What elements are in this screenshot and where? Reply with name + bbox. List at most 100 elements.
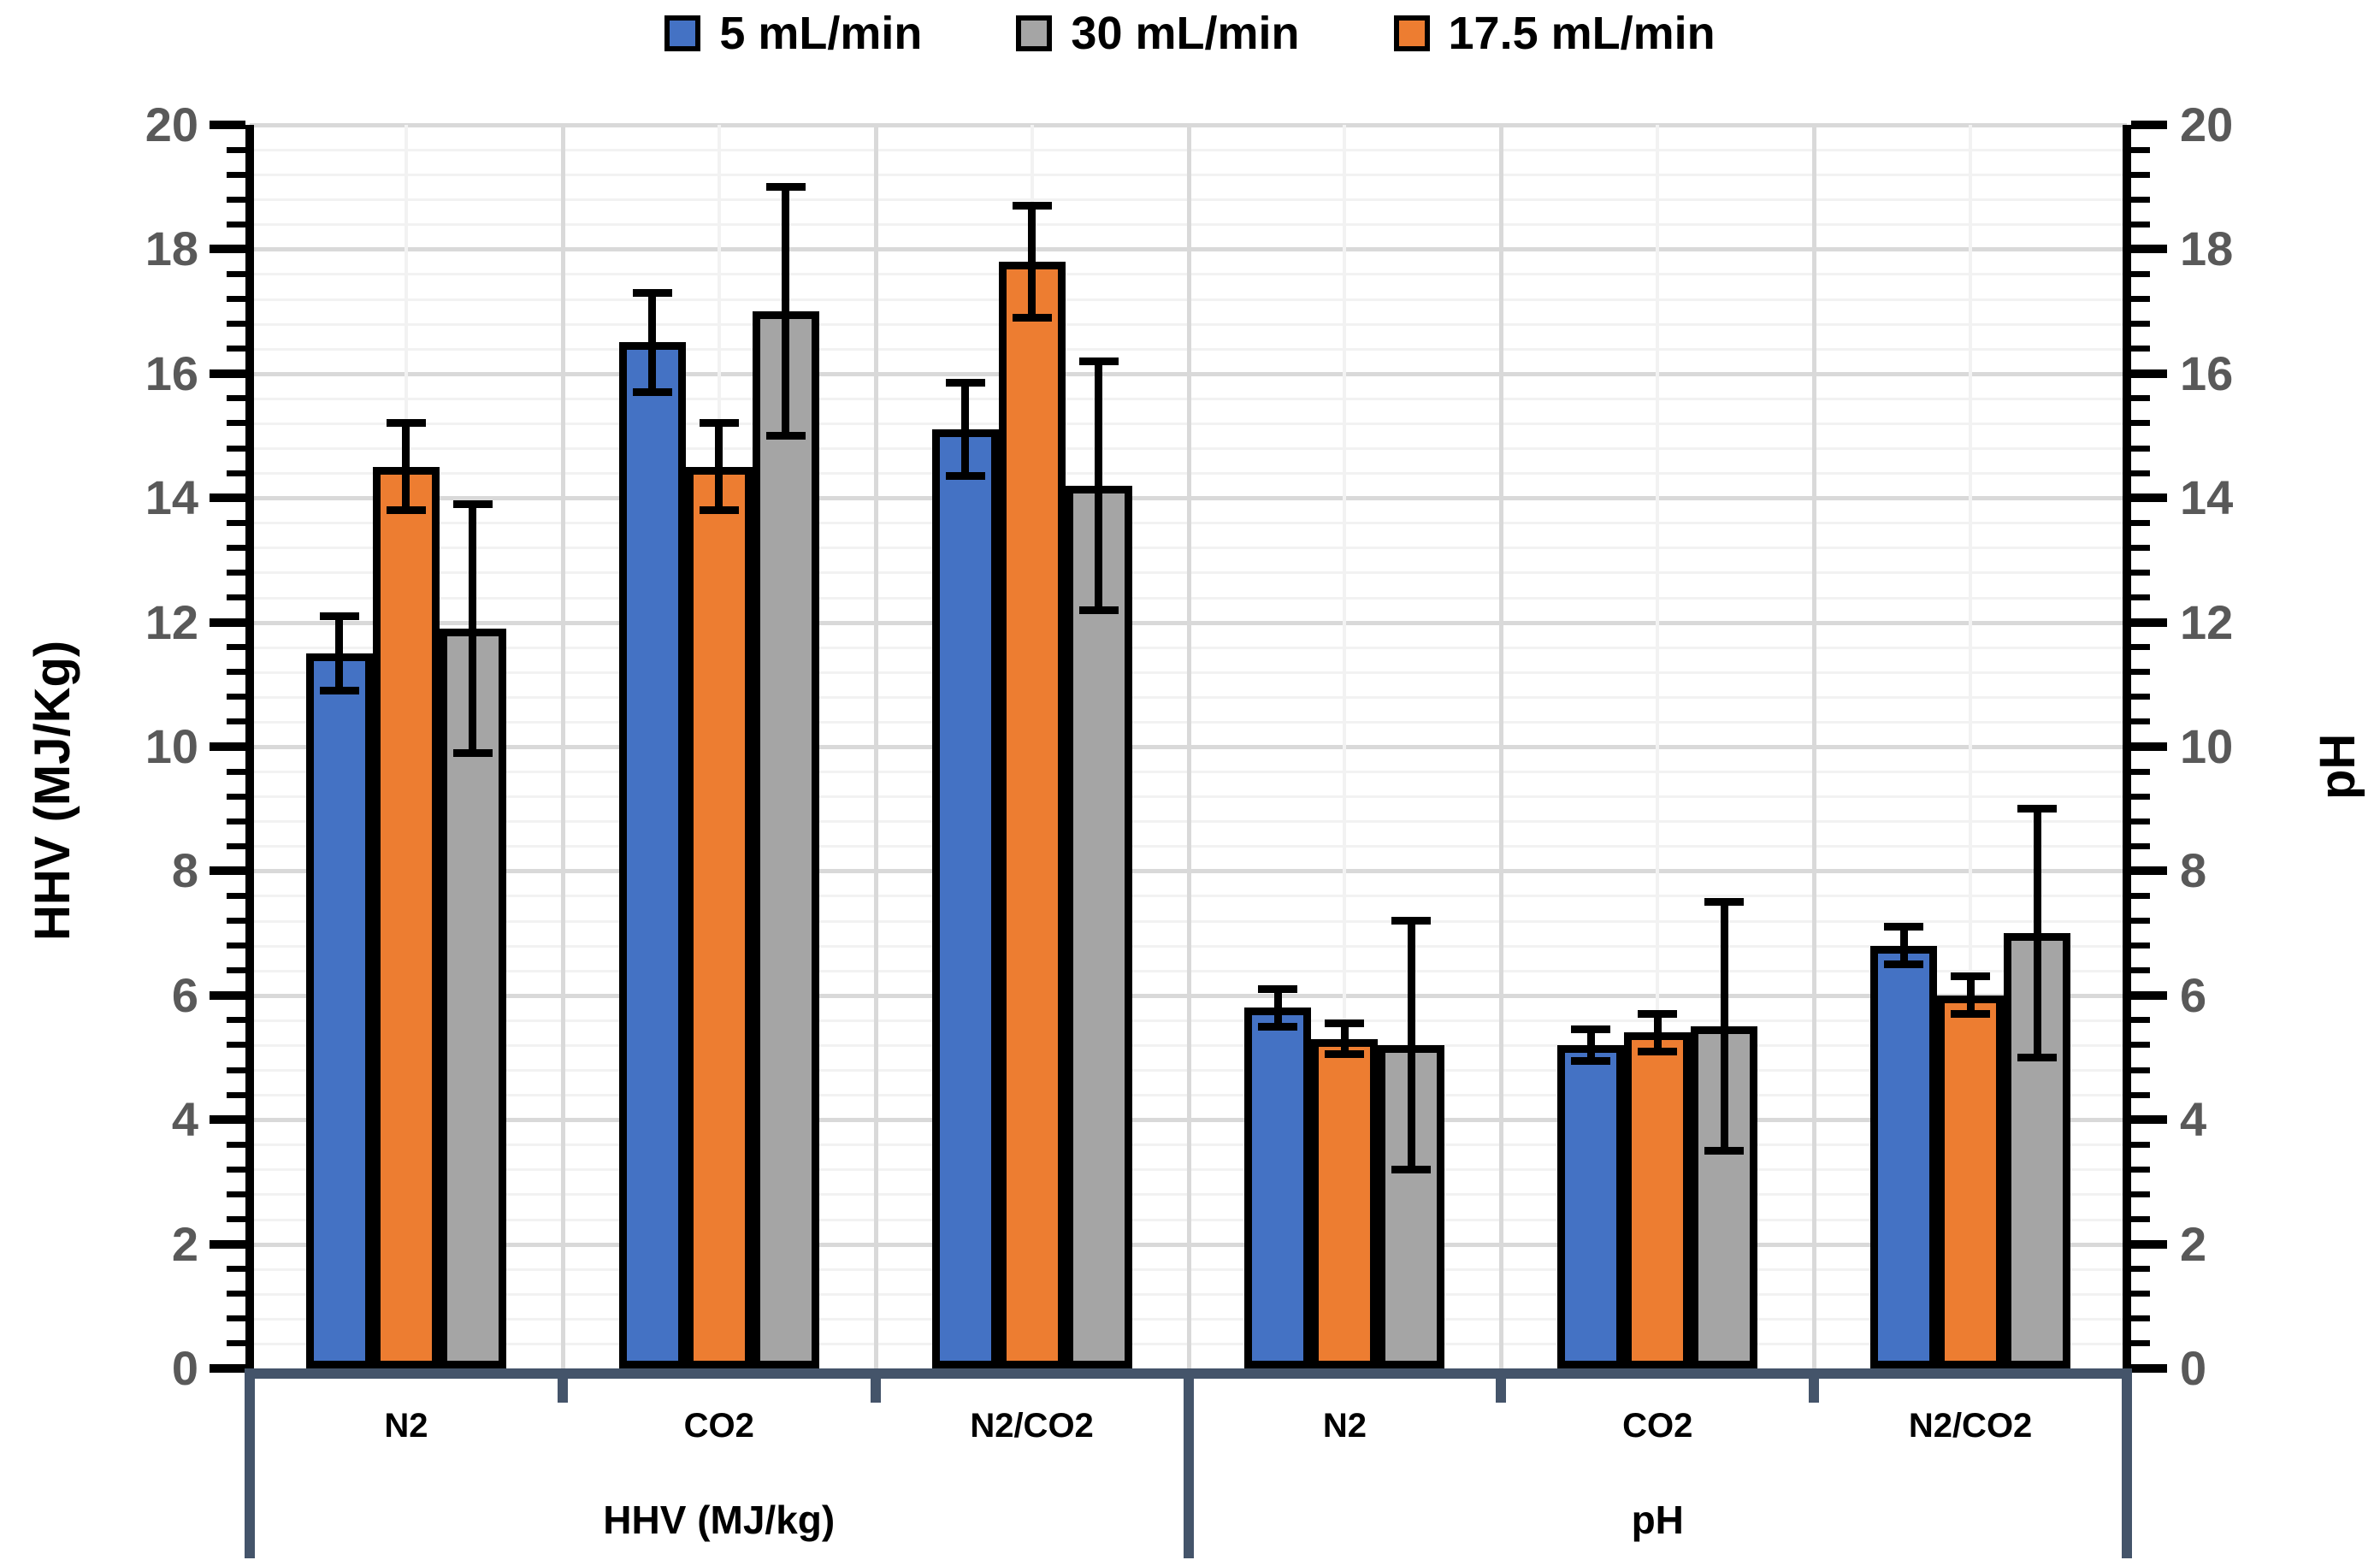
left-axis-tick — [227, 694, 245, 700]
right-axis-tick — [2131, 1291, 2150, 1297]
legend-swatch-orange — [1393, 15, 1430, 51]
error-bar-line — [1899, 926, 1908, 965]
category-label: CO2 — [683, 1407, 754, 1445]
right-axis-tick — [2131, 1340, 2150, 1347]
left-axis-tick-label: 0 — [171, 1341, 198, 1395]
left-axis-tick-label: 14 — [145, 470, 198, 525]
gridline-v-major — [1186, 125, 1191, 1368]
right-axis-tick — [2131, 321, 2150, 328]
right-axis-tick — [2131, 1364, 2167, 1373]
right-axis-tick — [2131, 171, 2150, 178]
right-axis-tick-label: 12 — [2180, 594, 2234, 649]
left-axis-tick-label: 10 — [145, 719, 198, 773]
bar-5mLmin-CO2 — [618, 342, 686, 1368]
left-axis-tick — [210, 866, 245, 876]
left-axis-tick — [227, 1042, 245, 1049]
right-axis-tick — [2131, 1067, 2150, 1073]
gridline-v-major — [873, 125, 878, 1368]
category-group-separator — [2122, 1379, 2132, 1558]
left-axis-tick — [210, 742, 245, 751]
left-axis-tick — [210, 245, 245, 254]
right-axis-tick — [2131, 742, 2167, 751]
left-axis-tick — [227, 196, 245, 203]
error-bar-cap-bottom — [945, 472, 985, 481]
bar-30mLmin-N2CO2 — [1065, 485, 1132, 1368]
right-axis-tick — [2131, 1042, 2150, 1049]
left-axis-tick — [227, 544, 245, 551]
right-axis-tick — [2131, 842, 2150, 849]
right-axis-tick — [2131, 1315, 2150, 1322]
left-axis-tick — [227, 470, 245, 476]
category-label: N2 — [384, 1407, 428, 1445]
bar-175mLmin-N2 — [1311, 1038, 1379, 1368]
error-bar-line — [1966, 976, 1975, 1014]
gridline-v-minor — [1343, 125, 1347, 1368]
error-bar-cap-top — [452, 499, 493, 508]
left-axis-tick — [210, 990, 245, 1000]
left-axis-tick — [227, 321, 245, 328]
left-axis-tick — [227, 346, 245, 352]
error-bar-cap-top — [699, 419, 739, 428]
gridline-v-minor — [1969, 125, 1973, 1368]
legend-item-30ml: 30 mL/min — [1016, 7, 1300, 60]
left-axis-tick-label: 6 — [171, 967, 198, 1022]
error-bar-line — [469, 504, 477, 753]
right-axis-tick — [2131, 793, 2150, 800]
gridline-v-major — [560, 125, 565, 1368]
error-bar-cap-bottom — [632, 388, 672, 397]
error-bar-line — [335, 616, 344, 691]
category-label: N2/CO2 — [970, 1407, 1094, 1445]
category-label: CO2 — [1622, 1407, 1693, 1445]
gridline-v-major — [1812, 125, 1817, 1368]
category-axis-tick — [870, 1379, 881, 1403]
left-axis-tick — [227, 1141, 245, 1148]
right-axis-tick — [2131, 1191, 2150, 1197]
left-axis-tick-label: 8 — [171, 843, 198, 898]
left-axis-tick-label: 20 — [145, 98, 198, 151]
left-axis-tick — [227, 1266, 245, 1273]
right-axis-tick — [2131, 1091, 2150, 1098]
category-axis-tick — [1496, 1379, 1507, 1403]
left-axis-tick — [227, 171, 245, 178]
right-axis-tick — [2131, 395, 2150, 402]
legend-label: 30 mL/min — [1071, 8, 1300, 59]
error-bar-cap-top — [1078, 357, 1119, 365]
right-axis-tick — [2131, 618, 2167, 627]
left-axis-tick-label: 4 — [171, 1092, 198, 1147]
gridline-v-minor — [1656, 125, 1660, 1368]
legend-item-17-5ml: 17.5 mL/min — [1393, 7, 1716, 60]
gridline-v-major — [1499, 125, 1504, 1368]
error-bar-line — [1095, 361, 1103, 611]
right-axis-tick-label: 14 — [2180, 470, 2234, 525]
right-axis-tick-label: 18 — [2180, 222, 2234, 276]
error-bar-line — [961, 382, 970, 476]
error-bar-cap-top — [319, 612, 359, 620]
error-bar-line — [782, 186, 790, 436]
right-axis-tick — [2131, 221, 2150, 228]
right-axis-tick — [2131, 196, 2150, 203]
error-bar-line — [2033, 808, 2041, 1058]
error-bar-cap-bottom — [1638, 1047, 1678, 1055]
right-axis-tick — [2131, 718, 2150, 725]
left-axis-tick — [227, 146, 245, 153]
right-axis-tick — [2131, 967, 2150, 974]
left-axis-tick — [227, 1017, 245, 1024]
right-axis-tick — [2131, 270, 2150, 277]
error-bar-cap-bottom — [1884, 960, 1924, 968]
error-bar-line — [1273, 989, 1282, 1027]
right-axis-tick-label: 8 — [2180, 843, 2207, 898]
bar-175mLmin-N2 — [372, 466, 440, 1368]
left-axis-tick — [227, 718, 245, 725]
left-axis-tick — [227, 1315, 245, 1322]
left-axis-tick — [210, 618, 245, 627]
left-axis-tick — [210, 1115, 245, 1125]
right-axis-tick — [2131, 470, 2150, 476]
left-axis-tick — [227, 1216, 245, 1223]
right-axis-tick — [2131, 1017, 2150, 1024]
right-axis-tick — [2131, 569, 2150, 576]
left-axis-tick — [227, 768, 245, 775]
bar-30mLmin-CO2 — [752, 311, 819, 1368]
error-bar-cap-top — [1571, 1025, 1611, 1034]
left-axis-tick — [227, 793, 245, 800]
right-axis-tick — [2131, 1239, 2167, 1249]
